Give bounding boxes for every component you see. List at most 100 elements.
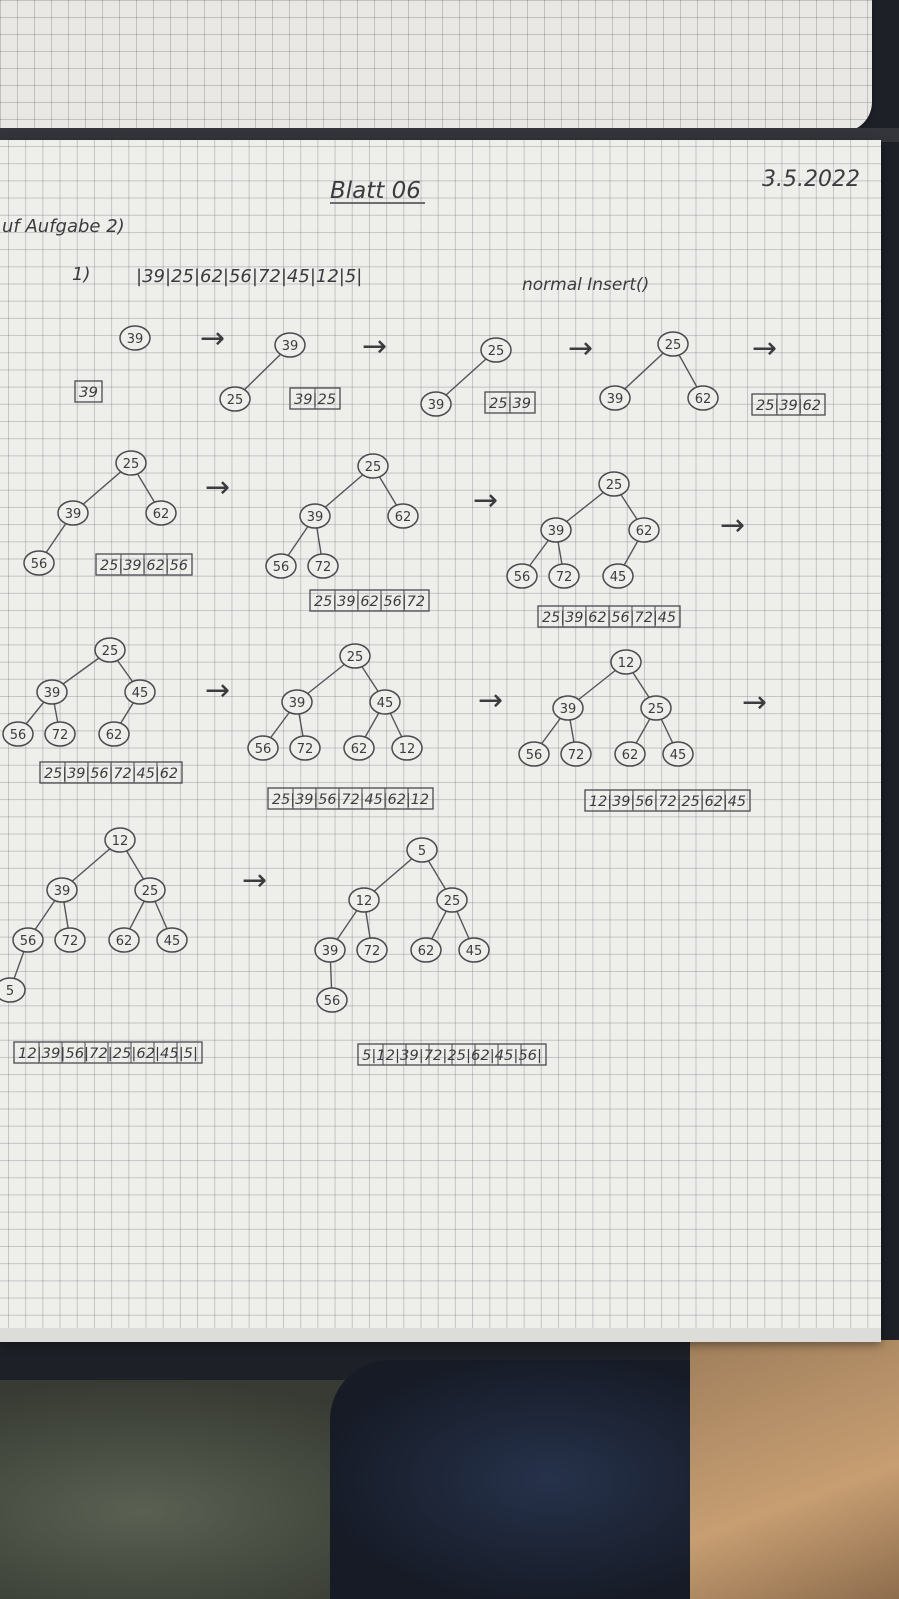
heap-node-value: 39 xyxy=(548,524,565,539)
heap-node-value: 56 xyxy=(526,748,543,763)
heap-node xyxy=(247,735,279,761)
heap-node-value: 72 xyxy=(556,570,573,585)
heap-step-1: 39 39 xyxy=(74,325,151,403)
heap-node xyxy=(387,503,419,529)
heap-step-10: 12 39 25 56 72 62 45 12|39|56|72|25|62|45 xyxy=(518,649,751,812)
heap-node xyxy=(119,325,151,351)
arrow-icon: → xyxy=(568,331,593,366)
heap-node-value: 12 xyxy=(399,742,416,757)
heap-node-value: 25 xyxy=(444,894,461,909)
heap-node-value: 72 xyxy=(297,742,314,757)
heap-node-value: 25 xyxy=(488,344,505,359)
heap-node xyxy=(436,887,468,913)
heap-node-value: 45 xyxy=(670,748,687,763)
heap-step-5: 25 39 62 56 25|39|62|56 xyxy=(23,450,193,576)
heap-node xyxy=(289,735,321,761)
page-bottom-edge xyxy=(0,1328,881,1342)
heap-node xyxy=(265,553,297,579)
heap-node xyxy=(46,877,78,903)
heap-node xyxy=(657,331,689,357)
array-representation: 25|39|62|56|72|45 xyxy=(542,610,676,626)
wooden-table xyxy=(690,1340,899,1599)
heap-node xyxy=(540,517,572,543)
heap-node-value: 45 xyxy=(377,696,394,711)
heap-node xyxy=(356,937,388,963)
heap-step-2: 39 25 39|25 xyxy=(219,332,341,412)
heap-node-value: 12 xyxy=(112,834,129,849)
array-representation: 5|12|39|72|25|62|45|56| xyxy=(362,1048,542,1064)
heap-node xyxy=(54,927,86,953)
heap-node xyxy=(44,721,76,747)
task-label: uf Aufgabe 2) xyxy=(2,216,125,237)
heap-node xyxy=(560,741,592,767)
heap-node-value: 39 xyxy=(307,510,324,525)
heap-node-value: 62 xyxy=(116,934,133,949)
heap-step-9: 25 39 45 56 72 62 12 25|39|56|72|45|62|12 xyxy=(247,643,434,810)
arrow-icon: → xyxy=(242,863,267,898)
heap-node-value: 62 xyxy=(636,524,653,539)
notebook-page xyxy=(0,140,881,1340)
heap-node xyxy=(274,332,306,358)
heap-node-value: 56 xyxy=(255,742,272,757)
heap-node-value: 39 xyxy=(44,686,61,701)
heap-node-value: 25 xyxy=(365,460,382,475)
heap-node xyxy=(0,977,26,1003)
heap-node-value: 62 xyxy=(622,748,639,763)
heap-node-value: 39 xyxy=(127,332,144,347)
heap-node-value: 25 xyxy=(227,393,244,408)
heap-node xyxy=(662,741,694,767)
heap-node-value: 56 xyxy=(324,994,341,1009)
heap-node-value: 25 xyxy=(123,457,140,472)
heap-node-value: 25 xyxy=(606,478,623,493)
heap-node xyxy=(687,385,719,411)
heap-node-value: 39 xyxy=(560,702,577,717)
heap-node xyxy=(610,649,642,675)
heap-node xyxy=(156,927,188,953)
heap-node xyxy=(124,679,156,705)
heap-node-value: 56 xyxy=(514,570,531,585)
heap-node-value: 45 xyxy=(132,686,149,701)
heap-node-value: 56 xyxy=(10,728,27,743)
previous-notebook-page xyxy=(0,0,872,132)
heap-node-value: 62 xyxy=(695,392,712,407)
heap-node xyxy=(480,337,512,363)
heap-node-value: 45 xyxy=(466,944,483,959)
heap-step-11: 12 39 25 56 72 62 45 5 12|39|56|72|25|62|45|5| xyxy=(0,827,203,1064)
heap-node xyxy=(369,689,401,715)
sheet-title: Blatt 06 xyxy=(330,178,421,204)
heap-node-value: 25 xyxy=(648,702,665,717)
heap-node-value: 12 xyxy=(618,656,635,671)
array-box xyxy=(751,393,826,416)
array-representation: 39 xyxy=(79,385,98,401)
heap-node xyxy=(36,679,68,705)
heap-node xyxy=(219,386,251,412)
heap-node-value: 45 xyxy=(610,570,627,585)
heap-node xyxy=(339,643,371,669)
heap-node-value: 39 xyxy=(428,398,445,413)
heap-node-value: 25 xyxy=(665,338,682,353)
heap-node xyxy=(458,937,490,963)
heap-node-value: 25 xyxy=(102,644,119,659)
heap-node-value: 62 xyxy=(106,728,123,743)
arrow-icon: → xyxy=(752,331,777,366)
heap-node xyxy=(628,517,660,543)
heap-node-value: 62 xyxy=(351,742,368,757)
input-sequence: |39|25|62|56|72|45|12|5| xyxy=(136,266,362,287)
array-representation: 25|39|56|72|45|62|12 xyxy=(272,792,429,808)
arrow-icon: → xyxy=(478,683,503,718)
heap-node-value: 72 xyxy=(364,944,381,959)
heap-node-value: 25 xyxy=(347,650,364,665)
heap-step-6: 25 39 62 56 72 25|39|62|56|72 xyxy=(265,453,430,612)
heap-node xyxy=(598,471,630,497)
heap-node xyxy=(23,550,55,576)
arrow-icon: → xyxy=(362,329,387,364)
array-representation: 25|39|62|56 xyxy=(100,558,188,574)
arrow-icon: → xyxy=(720,508,745,543)
heap-node xyxy=(410,937,442,963)
heap-node xyxy=(518,741,550,767)
heap-node xyxy=(115,450,147,476)
array-representation: 25|39 xyxy=(489,396,531,412)
array-box xyxy=(584,789,751,812)
heap-step-12: 5 12 25 39 72 62 45 56 5|12|39|72|25|62|45|56| xyxy=(314,837,547,1066)
